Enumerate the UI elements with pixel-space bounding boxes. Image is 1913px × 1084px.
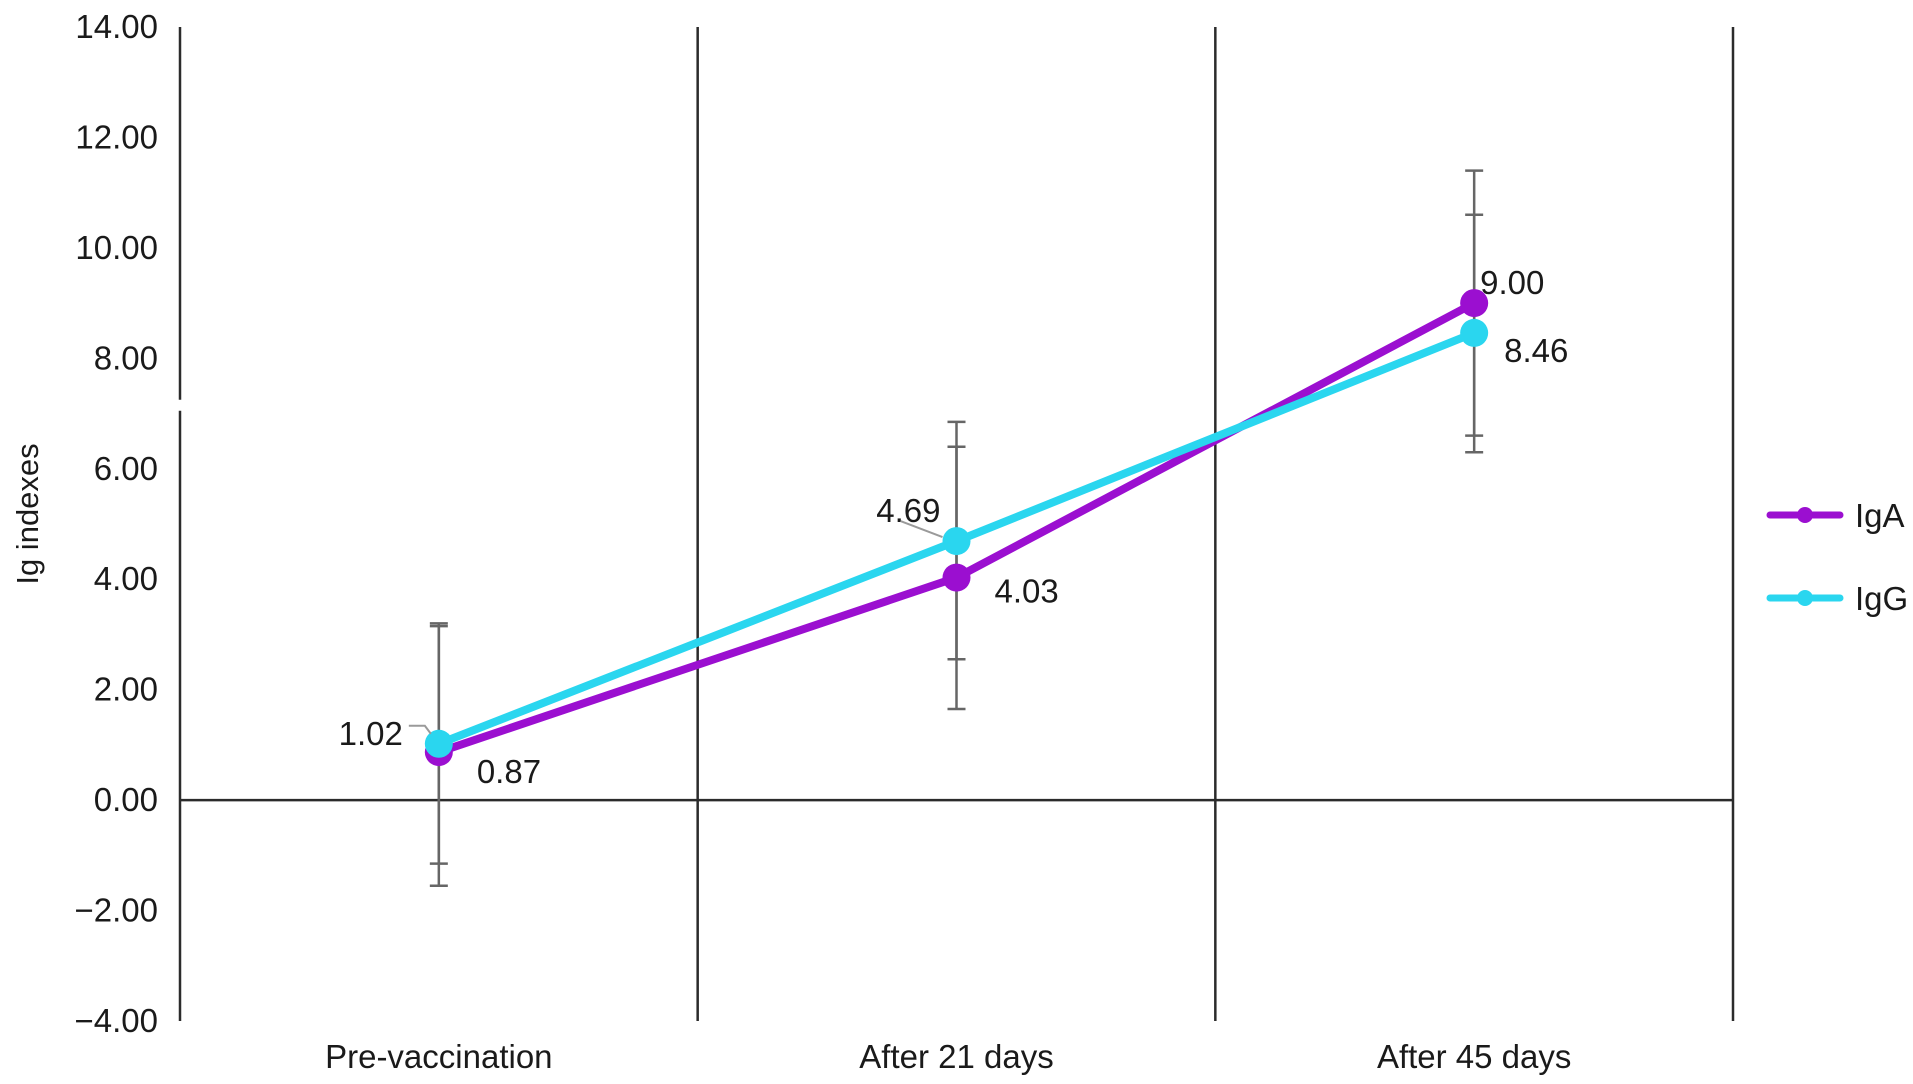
- data-label-igg: 4.69: [876, 492, 940, 529]
- y-tick-label: 4.00: [94, 560, 158, 597]
- y-tick-label: 8.00: [94, 339, 158, 376]
- point-iga: [1460, 289, 1489, 318]
- y-tick-label: −2.00: [75, 892, 159, 929]
- point-igg: [942, 527, 971, 556]
- point-igg: [1460, 318, 1489, 347]
- y-axis-ticks: 14.00 12.00 10.00 8.00 6.00 4.00 2.00 0.00 −2.00…: [75, 8, 159, 1039]
- leader-line: [900, 520, 943, 539]
- legend-label-igg: IgG: [1855, 580, 1908, 617]
- y-axis-title: Ig indexes: [10, 443, 45, 584]
- y-tick-label: 0.00: [94, 781, 158, 818]
- data-label-igg: 1.02: [339, 715, 403, 752]
- data-label-iga: 9.00: [1480, 264, 1544, 301]
- data-label-igg: 8.46: [1504, 332, 1568, 369]
- point-iga: [942, 563, 971, 592]
- y-tick-label: 6.00: [94, 450, 158, 487]
- leader-line: [408, 724, 432, 735]
- legend-marker-igg: [1797, 590, 1813, 606]
- x-axis-categories: Pre-vaccination After 21 days After 45 day…: [325, 1038, 1571, 1075]
- series-points: [424, 289, 1489, 767]
- legend-label-iga: IgA: [1855, 497, 1905, 534]
- y-tick-label: 14.00: [75, 8, 158, 45]
- y-tick-label: −4.00: [75, 1002, 159, 1039]
- data-label-iga: 0.87: [477, 753, 541, 790]
- data-label-iga: 4.03: [995, 573, 1059, 610]
- data-labels: 0.87 4.03 9.00 1.02 4.69 8.46: [339, 264, 1569, 790]
- y-tick-label: 12.00: [75, 118, 158, 155]
- legend: IgA IgG: [1766, 497, 1908, 617]
- x-category-label: Pre-vaccination: [325, 1038, 552, 1075]
- y-tick-label: 2.00: [94, 671, 158, 708]
- point-igg: [424, 729, 453, 758]
- x-category-label: After 21 days: [859, 1038, 1053, 1075]
- legend-marker-iga: [1797, 507, 1813, 523]
- x-category-label: After 45 days: [1377, 1038, 1571, 1075]
- y-tick-label: 10.00: [75, 229, 158, 266]
